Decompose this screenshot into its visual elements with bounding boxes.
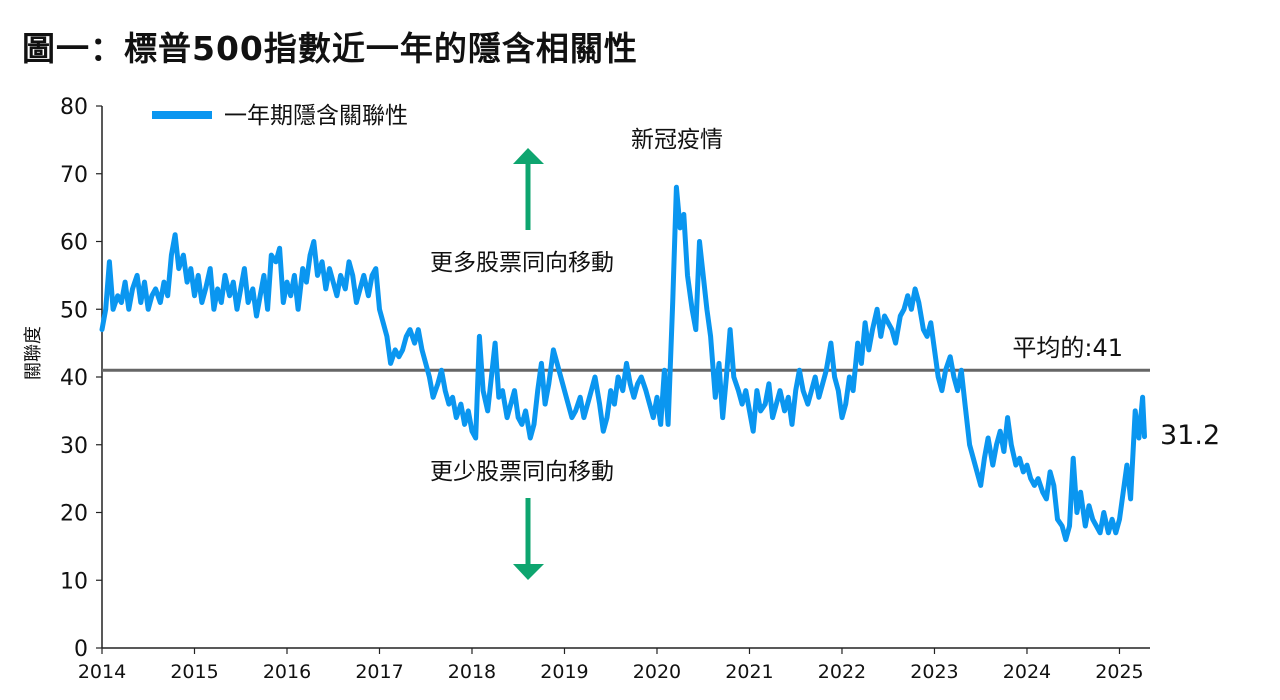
y-tick-label: 80 bbox=[60, 95, 88, 120]
x-tick-label: 2025 bbox=[1095, 661, 1143, 683]
x-tick-label: 2019 bbox=[540, 661, 588, 683]
legend: 一年期隱含關聯性 bbox=[152, 103, 408, 129]
x-tick-label: 2015 bbox=[170, 661, 218, 683]
x-tick-label: 2018 bbox=[448, 661, 496, 683]
up-arrow-head bbox=[513, 148, 544, 164]
chart-title: 圖一：標普500指數近一年的隱含相關性 bbox=[22, 29, 638, 68]
y-tick-label: 10 bbox=[60, 569, 88, 594]
x-tick-label: 2016 bbox=[263, 661, 311, 683]
y-tick-label: 30 bbox=[60, 434, 88, 459]
y-tick-label: 70 bbox=[60, 163, 88, 188]
last-value-label: 31.2 bbox=[1160, 420, 1220, 451]
x-tick-label: 2023 bbox=[910, 661, 958, 683]
y-tick-label: 20 bbox=[60, 502, 88, 527]
y-tick-label: 0 bbox=[74, 637, 88, 662]
down-arrow-head bbox=[513, 564, 544, 580]
y-tick-label: 60 bbox=[60, 231, 88, 256]
x-tick-label: 2014 bbox=[78, 661, 126, 683]
legend-label: 一年期隱含關聯性 bbox=[224, 103, 408, 129]
covid-annotation: 新冠疫情 bbox=[631, 127, 723, 153]
fewer-comove-label: 更少股票同向移動 bbox=[430, 459, 614, 485]
y-tick-label: 50 bbox=[60, 298, 88, 323]
average-label: 平均的:41 bbox=[1012, 334, 1123, 362]
series-line bbox=[99, 184, 1147, 543]
x-tick-label: 2021 bbox=[725, 661, 773, 683]
series-group bbox=[99, 184, 1147, 543]
more-comove-label: 更多股票同向移動 bbox=[430, 250, 614, 276]
x-tick-label: 2024 bbox=[1003, 661, 1051, 683]
x-tick-label: 2022 bbox=[818, 661, 866, 683]
y-axis-label: 關聯度 bbox=[23, 326, 44, 380]
x-tick-label: 2020 bbox=[633, 661, 681, 683]
x-tick-label: 2017 bbox=[355, 661, 403, 683]
y-tick-label: 40 bbox=[60, 366, 88, 391]
axes: 0 10 20 30 40 50 60 70 80 2014 2015 2016 2017 2018 201… bbox=[23, 95, 1150, 683]
